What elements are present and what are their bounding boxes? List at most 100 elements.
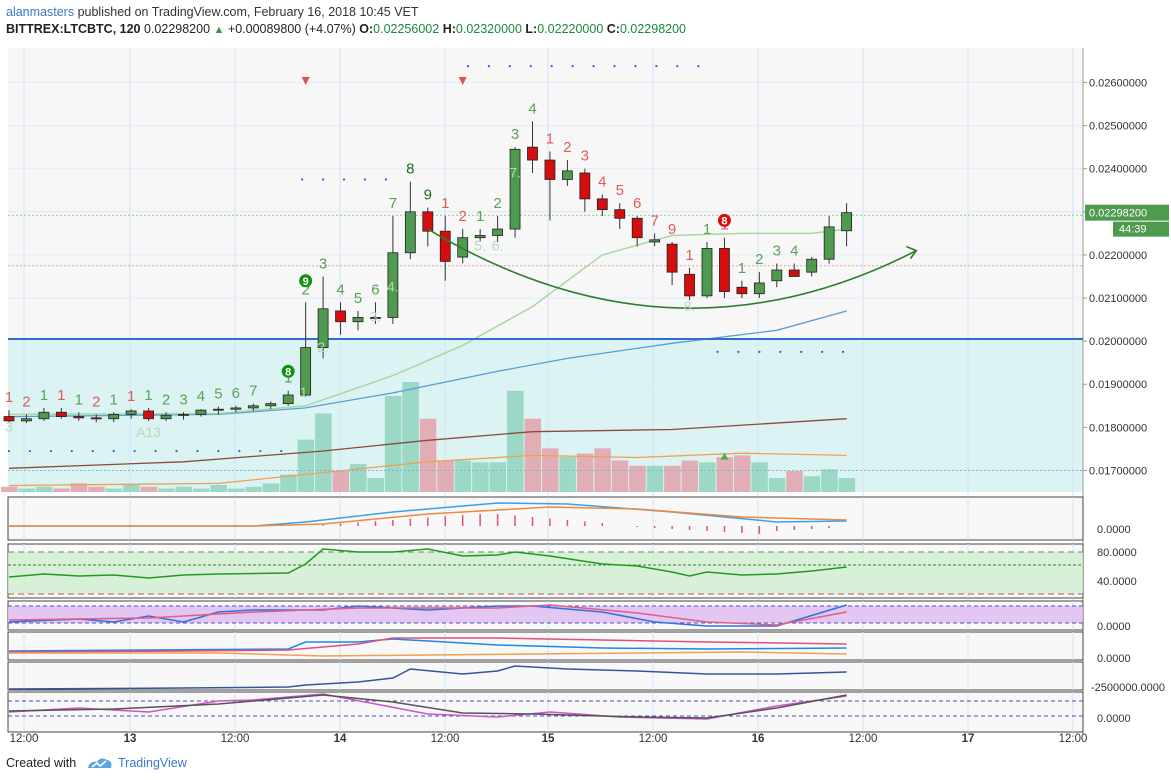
- volume-bar: [576, 453, 594, 492]
- chart-canvas[interactable]: 0.026000000.025000000.024000000.02300000…: [0, 44, 1171, 748]
- setup-count-label: 7: [650, 212, 658, 229]
- volume-bar: [367, 478, 384, 492]
- volume-bar: [105, 488, 123, 492]
- volume-bar: [158, 488, 175, 492]
- tdst-dots: [466, 65, 470, 68]
- candle-body: [3, 416, 15, 422]
- volume-bar: [280, 474, 297, 492]
- arrow-head-icon: [906, 245, 918, 260]
- setup-count-label: 7: [389, 195, 397, 212]
- footer: Created with TradingView: [0, 748, 1171, 780]
- obv-pane: [7, 661, 1084, 691]
- ohlc-line: BITTREX:LTCBTC, 120 0.02298200 ▲ +0.0008…: [6, 22, 686, 36]
- ma-line-blue: [8, 310, 847, 418]
- tdst-dots: [363, 178, 367, 181]
- setup-count-label: 4: [598, 174, 606, 191]
- volume-bar: [123, 485, 140, 492]
- volume-bar: [419, 418, 437, 492]
- countdown-label: A13: [136, 424, 161, 440]
- candle-body: [143, 410, 155, 420]
- candle-body: [387, 252, 399, 318]
- price-tick-label: 0.02600000: [1089, 77, 1147, 89]
- volume-bar: [786, 471, 803, 492]
- time-tick-label: 12:00: [849, 733, 878, 745]
- setup-count-label: 4: [528, 100, 536, 117]
- symbol-label: BITTREX:LTCBTC, 120: [6, 22, 141, 36]
- tdst-dots: [70, 449, 73, 453]
- ma-line-long: [8, 418, 847, 469]
- volume-bar: [227, 488, 245, 492]
- circled-count-label: 8: [721, 215, 727, 227]
- setup-count-label: 9: [668, 221, 676, 238]
- down-triangle-icon: [458, 77, 467, 85]
- rsi-line: [8, 548, 847, 579]
- stoch-band: [8, 606, 1083, 623]
- price-tick-label: 0.01800000: [1089, 422, 1147, 434]
- candle-body: [282, 394, 294, 405]
- tdst-dots: [758, 350, 761, 354]
- macd-pane: [7, 496, 1084, 541]
- volume-bar: [594, 448, 611, 492]
- volume-bar: [140, 486, 158, 492]
- setup-count-label: 9: [424, 186, 432, 203]
- candle-body: [579, 172, 591, 200]
- tdst-dots: [7, 449, 11, 453]
- time-tick-label: 16: [752, 733, 765, 745]
- tdst-dots: [280, 449, 283, 453]
- setup-count-label: 5: [616, 182, 624, 199]
- candle-body: [90, 417, 102, 420]
- down-triangle-icon: [301, 77, 310, 85]
- setup-count-label: 7: [249, 383, 257, 400]
- price-tick-label: 0.01700000: [1089, 465, 1147, 477]
- high-value: 0.02320000: [455, 22, 522, 36]
- candle-body: [317, 308, 329, 348]
- price-tick-label: 0.01900000: [1089, 379, 1147, 391]
- setup-count-label: 3: [319, 255, 327, 272]
- volume-bar: [646, 465, 664, 492]
- circled-count-marker: [717, 213, 731, 227]
- countdown-badge-label: 44:39: [1119, 224, 1147, 236]
- candle-body: [527, 146, 538, 161]
- candle-body: [247, 405, 259, 409]
- candle-body: [21, 418, 32, 422]
- tradingview-link[interactable]: TradingView: [118, 756, 187, 770]
- volume-bar: [454, 460, 472, 492]
- volume-bar: [489, 462, 507, 492]
- circled-count-marker: [299, 274, 313, 288]
- volume-bar: [803, 476, 821, 492]
- high-label: H:: [442, 22, 456, 36]
- countdown-label: 1.: [300, 384, 312, 400]
- time-tick-label: 12:00: [639, 733, 668, 745]
- author-link[interactable]: alanmasters: [6, 5, 75, 19]
- circled-count-label: 8: [285, 366, 291, 378]
- price-tick-label: 0.02200000: [1089, 250, 1147, 262]
- volume-bar: [210, 485, 227, 492]
- time-tick-label: 14: [334, 733, 347, 745]
- setup-count-label: 1: [144, 387, 152, 404]
- tdst-dots: [112, 449, 115, 453]
- tdst-dots: [655, 65, 658, 68]
- publish-line: alanmasters published on TradingView.com…: [6, 5, 419, 19]
- signal-line: [9, 506, 847, 527]
- volume-bar: [821, 469, 838, 492]
- macd-line: [9, 502, 847, 527]
- candle-body: [631, 217, 643, 239]
- circled-count-marker: [281, 364, 295, 378]
- tdst-dots: [508, 65, 511, 68]
- candle-body: [788, 269, 800, 277]
- volume-bar: [541, 448, 559, 492]
- ma-line-green: [8, 228, 847, 416]
- setup-count-label: 2: [493, 195, 501, 212]
- setup-count-label: 1: [110, 391, 118, 408]
- countdown-label: 4.: [387, 279, 399, 295]
- setup-count-label: 6: [633, 195, 641, 212]
- setup-count-label: 1: [5, 389, 13, 406]
- time-tick-label: 12:00: [10, 733, 39, 745]
- setup-count-label: 1: [127, 388, 135, 405]
- time-tick-label: 15: [542, 733, 555, 745]
- tdst-dots: [217, 449, 220, 453]
- obv-line: [8, 665, 847, 690]
- setup-count-label: 8: [406, 161, 414, 178]
- up-triangle-icon: [720, 452, 729, 460]
- tdst-dots: [196, 449, 199, 453]
